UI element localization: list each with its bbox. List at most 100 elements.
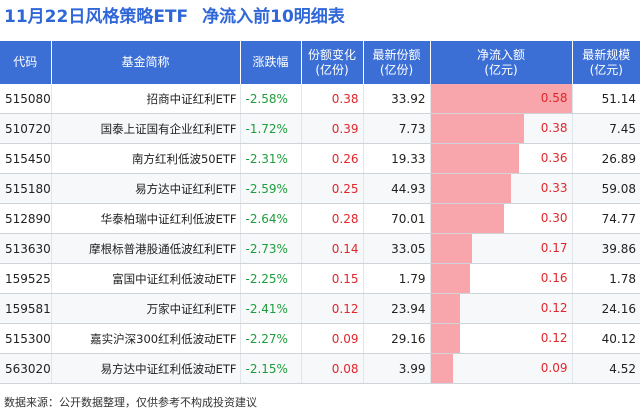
row-code: 510720 — [0, 113, 52, 144]
row-change: -2.25% — [240, 263, 302, 294]
row-latest-share: 3.99 — [363, 353, 431, 384]
net-inflow-value: 0.58 — [540, 91, 568, 105]
row-share-change: 0.08 — [301, 353, 364, 384]
net-inflow-bar — [430, 84, 571, 113]
header-code: 代码 — [0, 41, 52, 84]
row-latest-share: 29.16 — [363, 323, 431, 354]
row-code: 159525 — [0, 263, 52, 294]
row-net-inflow: 0.33 — [430, 173, 573, 204]
row-net-inflow: 0.38 — [430, 113, 573, 144]
row-share-change: 0.38 — [301, 84, 364, 114]
page-title: 11月22日风格策略ETF 净流入前10明细表 — [4, 2, 345, 32]
row-scale: 59.08 — [572, 173, 640, 204]
row-fund-name: 易方达中证红利低波动ETF — [51, 353, 241, 384]
net-inflow-value: 0.16 — [540, 271, 568, 285]
table-row: 159581 万家中证红利ETF -2.41% 0.12 23.94 0.12 24.16 — [0, 293, 640, 324]
row-latest-share: 44.93 — [363, 173, 431, 204]
row-code: 515450 — [0, 143, 52, 174]
row-change: -2.64% — [240, 203, 302, 234]
row-latest-share: 33.05 — [363, 233, 431, 264]
row-scale: 4.52 — [572, 353, 640, 384]
row-share-change: 0.25 — [301, 173, 364, 204]
net-inflow-value: 0.12 — [540, 331, 568, 345]
header-net-inflow: 净流入额 (亿元) — [430, 41, 573, 84]
row-fund-name: 南方红利低波50ETF — [51, 143, 241, 174]
row-scale: 39.86 — [572, 233, 640, 264]
row-code: 515080 — [0, 84, 52, 114]
row-fund-name: 华泰柏瑞中证红利低波ETF — [51, 203, 241, 234]
table-header-row: 代码 基金简称 涨跌幅 份额变化 (亿份) 最新份额 (亿份) 净流入额 (亿元… — [0, 41, 640, 84]
row-net-inflow: 0.16 — [430, 263, 573, 294]
row-share-change: 0.14 — [301, 233, 364, 264]
row-scale: 40.12 — [572, 323, 640, 354]
table-row: 515080 招商中证红利ETF -2.58% 0.38 33.92 0.58 51.14 — [0, 84, 640, 114]
row-code: 512890 — [0, 203, 52, 234]
row-change: -2.27% — [240, 323, 302, 354]
row-fund-name: 易方达中证红利ETF — [51, 173, 241, 204]
row-scale: 7.45 — [572, 113, 640, 144]
row-fund-name: 招商中证红利ETF — [51, 84, 241, 114]
row-share-change: 0.39 — [301, 113, 364, 144]
row-scale: 74.77 — [572, 203, 640, 234]
row-latest-share: 33.92 — [363, 84, 431, 114]
row-fund-name: 富国中证红利低波动ETF — [51, 263, 241, 294]
row-share-change: 0.12 — [301, 293, 364, 324]
row-scale: 51.14 — [572, 84, 640, 114]
row-change: -2.59% — [240, 173, 302, 204]
net-inflow-bar — [430, 114, 524, 143]
row-share-change: 0.15 — [301, 263, 364, 294]
net-inflow-bar — [430, 264, 470, 293]
net-inflow-value: 0.12 — [540, 301, 568, 315]
header-scale: 最新规模 (亿元) — [572, 41, 640, 84]
table-row: 515300 嘉实沪深300红利低波动ETF -2.27% 0.09 29.16 0.12… — [0, 323, 640, 354]
title-main: 11月22日风格策略ETF — [4, 7, 189, 27]
header-latest-share: 最新份额 (亿份) — [363, 41, 431, 84]
row-change: -2.31% — [240, 143, 302, 174]
row-net-inflow: 0.12 — [430, 293, 573, 324]
title-subtitle: 净流入前10明细表 — [202, 7, 345, 27]
row-change: -2.58% — [240, 84, 302, 114]
row-fund-name: 嘉实沪深300红利低波动ETF — [51, 323, 241, 354]
table-row: 513630 摩根标普港股通低波红利ETF -2.73% 0.14 33.05 0.17 3… — [0, 233, 640, 264]
row-net-inflow: 0.58 — [430, 84, 573, 114]
row-code: 515300 — [0, 323, 52, 354]
row-change: -2.73% — [240, 233, 302, 264]
net-inflow-value: 0.09 — [540, 361, 568, 375]
row-scale: 24.16 — [572, 293, 640, 324]
row-code: 159581 — [0, 293, 52, 324]
row-code: 563020 — [0, 353, 52, 384]
row-change: -1.72% — [240, 113, 302, 144]
row-latest-share: 7.73 — [363, 113, 431, 144]
table-row: 515180 易方达中证红利ETF -2.59% 0.25 44.93 0.33 59.08 — [0, 173, 640, 204]
table-row: 563020 易方达中证红利低波动ETF -2.15% 0.08 3.99 0.09 4.5… — [0, 353, 640, 384]
table-row: 515450 南方红利低波50ETF -2.31% 0.26 19.33 0.36 26.8… — [0, 143, 640, 174]
net-inflow-value: 0.36 — [540, 151, 568, 165]
table-row: 510720 国泰上证国有企业红利ETF -1.72% 0.39 7.73 0.38 7.4… — [0, 113, 640, 144]
row-net-inflow: 0.36 — [430, 143, 573, 174]
row-share-change: 0.26 — [301, 143, 364, 174]
row-net-inflow: 0.17 — [430, 233, 573, 264]
net-inflow-value: 0.33 — [540, 181, 568, 195]
row-scale: 26.89 — [572, 143, 640, 174]
row-net-inflow: 0.30 — [430, 203, 573, 234]
table-row: 159525 富国中证红利低波动ETF -2.25% 0.15 1.79 0.16 1.78 — [0, 263, 640, 294]
row-change: -2.41% — [240, 293, 302, 324]
net-inflow-bar — [430, 234, 473, 263]
row-change: -2.15% — [240, 353, 302, 384]
header-share-change: 份额变化 (亿份) — [301, 41, 364, 84]
net-inflow-bar — [430, 204, 504, 233]
row-code: 513630 — [0, 233, 52, 264]
header-change: 涨跌幅 — [240, 41, 302, 84]
data-source-note: 数据来源：公开数据整理，仅供参考不构成投资建议 — [4, 396, 257, 409]
table-row: 512890 华泰柏瑞中证红利低波ETF -2.64% 0.28 70.01 0.30 74… — [0, 203, 640, 234]
row-net-inflow: 0.12 — [430, 323, 573, 354]
row-share-change: 0.09 — [301, 323, 364, 354]
row-net-inflow: 0.09 — [430, 353, 573, 384]
row-latest-share: 70.01 — [363, 203, 431, 234]
net-inflow-bar — [430, 294, 460, 323]
row-latest-share: 1.79 — [363, 263, 431, 294]
row-fund-name: 国泰上证国有企业红利ETF — [51, 113, 241, 144]
row-code: 515180 — [0, 173, 52, 204]
etf-inflow-table: 代码 基金简称 涨跌幅 份额变化 (亿份) 最新份额 (亿份) 净流入额 (亿元… — [0, 41, 640, 384]
row-fund-name: 摩根标普港股通低波红利ETF — [51, 233, 241, 264]
